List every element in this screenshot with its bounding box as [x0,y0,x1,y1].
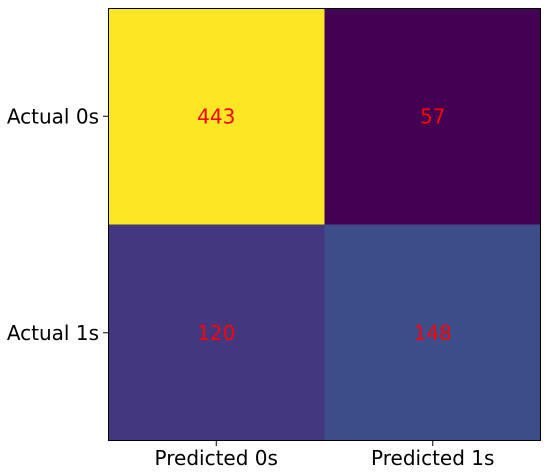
cell-value-label-r0-c0: 443 [197,104,235,128]
y-tick-label-0: Actual 0s [7,104,99,128]
cell-value-labels: 443 57 120 148 [197,104,452,345]
x-tick-label-0: Predicted 0s [155,446,278,470]
heatmap-cell-r1-c0 [108,224,325,441]
axes: Predicted 0s Predicted 1s Actual 0s Actual … [7,8,541,470]
x-tick-label-1: Predicted 1s [371,446,494,470]
heatmap-cells [108,8,541,441]
cell-value-label-r1-c0: 120 [197,321,235,345]
heatmap-cell-r1-c1 [324,224,541,441]
heatmap-cell-r0-c0 [108,8,325,225]
plot-frame [108,8,541,441]
cell-value-label-r0-c1: 57 [420,104,445,128]
y-tick-label-1: Actual 1s [7,321,99,345]
cell-value-label-r1-c1: 148 [414,321,452,345]
heatmap-cell-r0-c1 [324,8,541,225]
